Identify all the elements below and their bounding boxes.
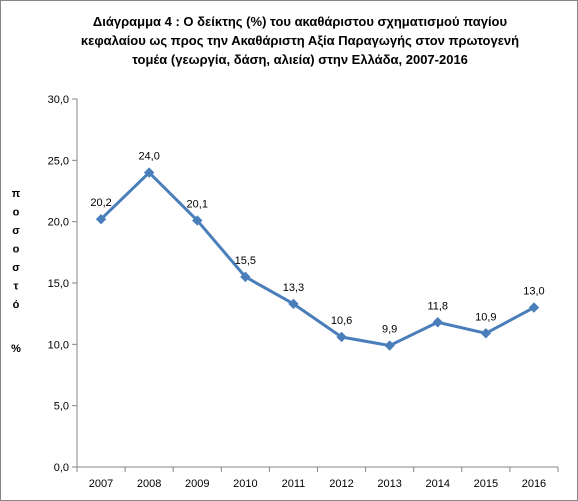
data-point-marker <box>95 214 107 225</box>
y-axis-label-char: σ <box>12 225 20 237</box>
y-axis-label-char: ο <box>13 244 20 256</box>
x-tick-label: 2008 <box>137 478 161 490</box>
y-axis-ticks: 0,0 5,0 10,0 15,0 20,0 25,0 30,0 <box>48 94 77 474</box>
chart-title-line-3: τομέα (γεωργία, δάση, αλιεία) στην Ελλάδ… <box>132 52 468 67</box>
data-label: 10,9 <box>475 311 496 323</box>
y-tick-label: 20,0 <box>48 217 69 229</box>
data-point-marker <box>528 302 540 313</box>
data-label: 20,2 <box>90 197 111 209</box>
y-axis-label-char: ο <box>13 207 20 219</box>
chart-title: Διάγραμμα 4 : Ο δείκτης (%) του ακαθάρισ… <box>40 12 560 69</box>
series-markers <box>95 167 540 351</box>
data-labels: 20,2 24,0 20,1 15,5 13,3 10,6 9,9 11,8 10,9 13,0 <box>90 151 544 336</box>
y-tick-label: 10,0 <box>48 339 69 351</box>
x-tick-label: 2009 <box>185 478 209 490</box>
x-tick-label: 2015 <box>474 478 498 490</box>
y-tick-label: 0,0 <box>54 462 69 474</box>
data-label: 13,3 <box>283 282 304 294</box>
y-tick-label: 30,0 <box>48 94 69 106</box>
x-tick-label: 2011 <box>282 478 306 490</box>
data-point-marker <box>143 167 155 178</box>
data-point-marker <box>192 215 203 226</box>
data-point-marker <box>480 328 492 339</box>
data-label: 9,9 <box>382 324 397 336</box>
y-axis-label-char: π <box>12 188 21 200</box>
y-axis-label-char: σ <box>12 262 20 274</box>
y-axis-unit-label: % <box>11 343 21 355</box>
y-axis-label-char: ό <box>13 299 20 311</box>
data-point-marker <box>432 317 443 328</box>
series-polyline <box>100 171 535 348</box>
data-label: 24,0 <box>138 151 159 163</box>
x-tick-label: 2010 <box>233 478 257 490</box>
data-point-marker <box>240 271 251 283</box>
series-line <box>100 171 535 348</box>
y-tick-label: 5,0 <box>54 401 69 413</box>
x-tick-label: 2013 <box>377 478 401 490</box>
x-tick-label: 2007 <box>89 478 113 490</box>
data-label: 20,1 <box>187 198 208 210</box>
chart-title-line-1: Διάγραμμα 4 : Ο δείκτης (%) του ακαθάρισ… <box>92 14 508 29</box>
x-tick-label: 2016 <box>522 478 546 490</box>
data-label: 13,0 <box>523 286 544 298</box>
data-point-marker <box>384 340 395 351</box>
y-tick-label: 15,0 <box>48 278 69 290</box>
data-label: 15,5 <box>235 255 256 267</box>
x-tick-label: 2014 <box>426 478 450 490</box>
y-tick-label: 25,0 <box>48 155 69 167</box>
x-tick-label: 2012 <box>329 478 353 490</box>
data-label: 11,8 <box>427 300 448 312</box>
data-label: 10,6 <box>331 315 352 327</box>
data-point-marker <box>288 298 299 310</box>
y-axis-label-char: τ <box>14 281 19 293</box>
data-point-marker <box>336 331 347 343</box>
chart-title-line-2: κεφαλαίου ως προς την Ακαθάριστη Αξία Πα… <box>80 33 520 48</box>
x-axis-ticks: 2007 2008 2009 2010 2011 2012 2013 2014 2015 2016 <box>76 467 559 490</box>
